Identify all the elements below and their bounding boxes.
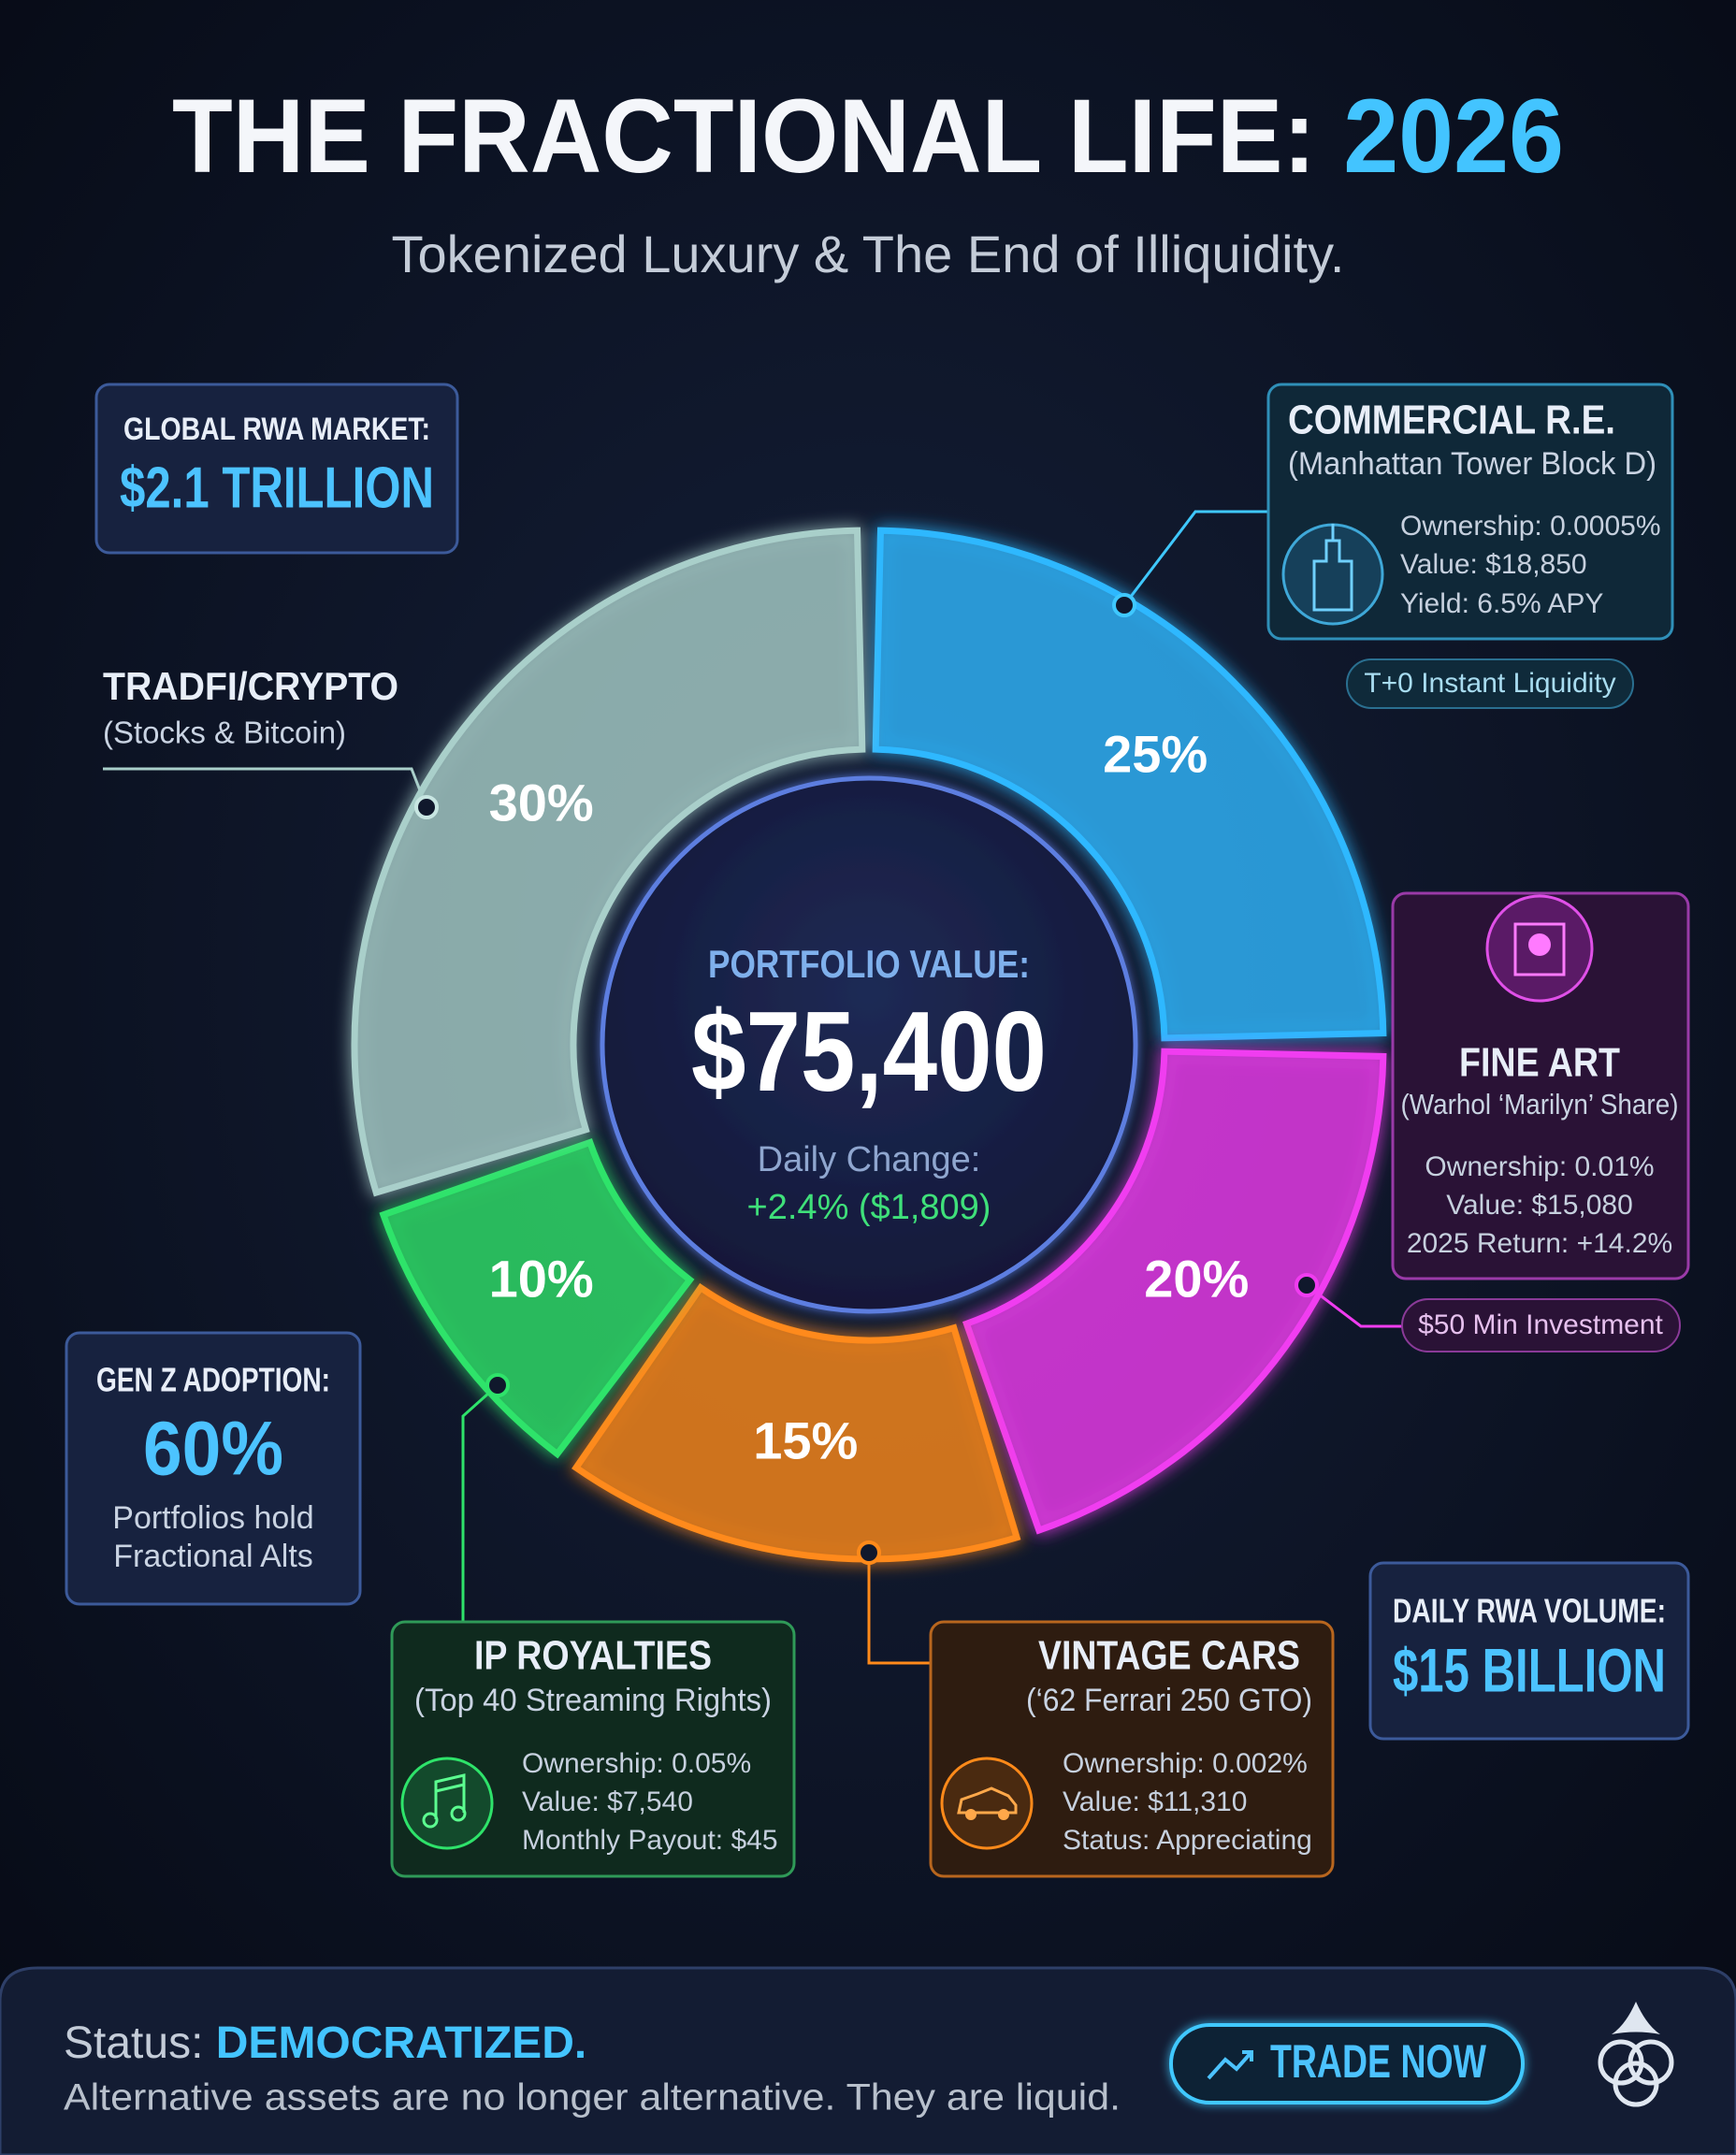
donut-segment (962, 1048, 1387, 1535)
icon-ring (400, 1757, 494, 1850)
icon-wheel (998, 1809, 1009, 1820)
callout-detail: Status: Appreciating (1063, 1825, 1312, 1856)
icon-ring (940, 1757, 1034, 1850)
title-year: 2026 (1343, 78, 1564, 195)
callout-title: FINE ART (1459, 1040, 1620, 1086)
icon-face (1528, 933, 1551, 956)
connector (867, 1553, 931, 1665)
status: Status: DEMOCRATIZED. (64, 2018, 586, 2068)
callout-subtitle: (‘62 Ferrari 250 GTO) (1026, 1683, 1312, 1718)
callout-box (1391, 891, 1690, 1280)
trade-button[interactable]: TRADE NOW (1169, 2023, 1525, 2104)
connector-dot (485, 1373, 510, 1397)
stat-note: Fractional Alts (113, 1539, 313, 1574)
icon-shape (957, 1786, 1018, 1815)
stat-value: $2.1 TRILLION (120, 456, 434, 520)
connector-dot (1112, 593, 1136, 617)
stat-label: GEN Z ADOPTION: (96, 1361, 330, 1399)
connector (1306, 1283, 1402, 1328)
callout-detail: Value: $15,080 (1446, 1190, 1633, 1221)
callout-detail: Ownership: 0.002% (1063, 1748, 1308, 1779)
callout-subtitle: (Stocks & Bitcoin) (103, 716, 346, 750)
segment-label: 20% (1144, 1249, 1249, 1308)
stat-label: DAILY RWA VOLUME: (1393, 1592, 1666, 1630)
center-label: PORTFOLIO VALUE: (708, 942, 1030, 986)
icon-wheel (965, 1809, 976, 1820)
callout-detail: Ownership: 0.05% (522, 1748, 751, 1779)
stat-label: GLOBAL RWA MARKET: (123, 412, 430, 447)
change-label: Daily Change: (758, 1140, 981, 1179)
callout-detail: 2025 Return: +14.2% (1407, 1228, 1672, 1259)
donut: 25% 20% 15% 10% 30% (351, 527, 1387, 1563)
callout-subtitle: (Manhattan Tower Block D) (1288, 446, 1656, 482)
connector-dot (1295, 1273, 1319, 1297)
center-value: $75,400 (691, 988, 1047, 1115)
painting-icon (1485, 894, 1594, 1003)
logo-ring (1613, 2061, 1659, 2107)
callout-detail: Ownership: 0.0005% (1400, 511, 1661, 542)
stat-box (94, 383, 459, 555)
callout-detail: Value: $18,850 (1400, 549, 1587, 580)
music-icon (400, 1757, 494, 1850)
segment-label: 10% (489, 1249, 594, 1308)
badge-text: $50 Min Investment (1418, 1309, 1663, 1340)
badge (1346, 658, 1634, 709)
donut-segment (872, 527, 1387, 1042)
button-shape[interactable] (1169, 2023, 1525, 2104)
donut-segment (571, 1282, 1021, 1563)
title-main: THE FRACTIONAL LIFE: (172, 78, 1316, 195)
connector-dots (414, 593, 1319, 1565)
car-icon (940, 1757, 1034, 1850)
connector (461, 1383, 499, 1622)
stat-box (65, 1331, 362, 1606)
center-disc (600, 775, 1138, 1314)
building-icon (1281, 523, 1384, 626)
segment-label: 15% (753, 1410, 858, 1469)
tagline: Alternative assets are no longer alterna… (64, 2077, 1121, 2119)
callout-title: TRADFI/CRYPTO (103, 664, 398, 708)
logo (1598, 2002, 1674, 2107)
connector (1122, 510, 1268, 606)
change-value: +2.4% ($1,809) (747, 1188, 991, 1227)
callout-detail: Ownership: 0.01% (1425, 1151, 1654, 1182)
callout-detail: Value: $11,310 (1063, 1786, 1247, 1817)
icon-shape (434, 1773, 466, 1819)
callout-detail: Value: $7,540 (522, 1786, 693, 1817)
badge-text: T+0 Instant Liquidity (1364, 668, 1615, 699)
status-value: DEMOCRATIZED. (216, 2018, 586, 2068)
button-icon[interactable] (1207, 2050, 1253, 2080)
donut-segment (351, 527, 866, 1197)
callout-subtitle: (Top 40 Streaming Rights) (414, 1683, 772, 1718)
callout-box (390, 1620, 796, 1878)
title: THE FRACTIONAL LIFE: 2026 (172, 78, 1564, 195)
icon-note (422, 1812, 439, 1829)
callout-title: VINTAGE CARS (1038, 1633, 1300, 1679)
segment-label: 25% (1103, 725, 1208, 784)
callout-title: IP ROYALTIES (474, 1633, 712, 1679)
callout-detail: Monthly Payout: $45 (522, 1825, 778, 1856)
icon-frame (1513, 922, 1566, 976)
segment-label: 30% (489, 773, 594, 832)
badge (1401, 1298, 1681, 1352)
icon-note (450, 1805, 467, 1822)
stat-value: 60% (143, 1407, 283, 1492)
stat-box (1368, 1561, 1690, 1741)
status-label: Status: (64, 2018, 203, 2068)
connector-dot (857, 1540, 881, 1565)
icon-shape (1312, 524, 1353, 612)
logo-top (1612, 2002, 1660, 2034)
callout-subtitle: (Warhol ‘Marilyn’ Share) (1401, 1088, 1679, 1121)
callout-detail: Yield: 6.5% APY (1400, 588, 1603, 619)
subtitle: Tokenized Luxury & The End of Illiquidit… (392, 224, 1345, 283)
callout-title: COMMERCIAL R.E. (1288, 398, 1615, 443)
stat-note: Portfolios hold (112, 1500, 313, 1536)
stat-value: $15 BILLION (1393, 1635, 1666, 1704)
connector-dot (414, 795, 439, 819)
button-label[interactable]: TRADE NOW (1270, 2035, 1487, 2088)
